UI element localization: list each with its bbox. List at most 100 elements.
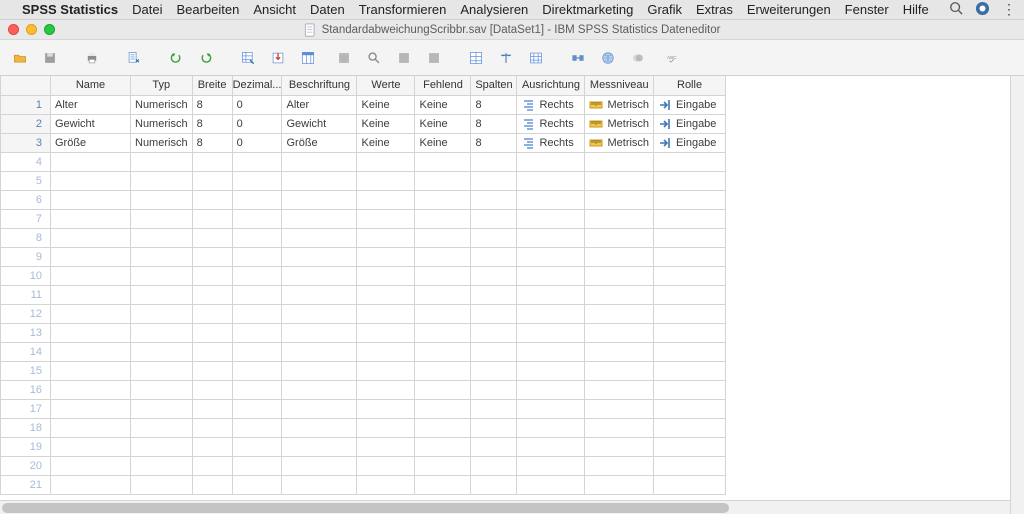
empty-cell[interactable] xyxy=(585,456,654,475)
value-labels-button[interactable] xyxy=(522,44,550,72)
empty-cell[interactable] xyxy=(357,266,415,285)
empty-cell[interactable] xyxy=(131,266,193,285)
empty-cell[interactable] xyxy=(51,456,131,475)
empty-cell[interactable] xyxy=(192,209,232,228)
empty-cell[interactable] xyxy=(654,209,726,228)
empty-cell[interactable] xyxy=(654,342,726,361)
cell-spalten[interactable]: 8 xyxy=(471,95,517,114)
cell-messniveau[interactable]: Metrisch xyxy=(585,114,654,133)
empty-cell[interactable] xyxy=(517,247,585,266)
cell-werte[interactable]: Keine xyxy=(357,114,415,133)
row-number[interactable]: 4 xyxy=(1,152,51,171)
zoom-window-button[interactable] xyxy=(44,24,55,35)
row-number[interactable]: 5 xyxy=(1,171,51,190)
empty-cell[interactable] xyxy=(232,399,282,418)
menu-extras[interactable]: Extras xyxy=(696,2,733,17)
empty-cell[interactable] xyxy=(415,304,471,323)
table-row[interactable]: 4 xyxy=(1,152,726,171)
col-beschriftung[interactable]: Beschriftung xyxy=(282,76,357,95)
empty-cell[interactable] xyxy=(131,209,193,228)
empty-cell[interactable] xyxy=(192,266,232,285)
empty-cell[interactable] xyxy=(282,475,357,494)
empty-cell[interactable] xyxy=(357,475,415,494)
empty-cell[interactable] xyxy=(232,418,282,437)
row-number[interactable]: 17 xyxy=(1,399,51,418)
table-row[interactable]: 5 xyxy=(1,171,726,190)
split-file-button[interactable] xyxy=(462,44,490,72)
vertical-scrollbar[interactable] xyxy=(1010,76,1024,514)
cell-rolle[interactable]: Eingabe xyxy=(654,133,726,152)
empty-cell[interactable] xyxy=(585,437,654,456)
menu-hilfe[interactable]: Hilfe xyxy=(903,2,929,17)
empty-cell[interactable] xyxy=(232,209,282,228)
row-number[interactable]: 7 xyxy=(1,209,51,228)
empty-cell[interactable] xyxy=(192,304,232,323)
menu-fenster[interactable]: Fenster xyxy=(845,2,889,17)
empty-cell[interactable] xyxy=(282,342,357,361)
empty-cell[interactable] xyxy=(517,399,585,418)
row-number[interactable]: 14 xyxy=(1,342,51,361)
empty-cell[interactable] xyxy=(585,475,654,494)
empty-cell[interactable] xyxy=(51,361,131,380)
menu-bearbeiten[interactable]: Bearbeiten xyxy=(176,2,239,17)
cell-werte[interactable]: Keine xyxy=(357,95,415,114)
empty-cell[interactable] xyxy=(192,190,232,209)
table-row[interactable]: 12 xyxy=(1,304,726,323)
cell-name[interactable]: Gewicht xyxy=(51,114,131,133)
menu-daten[interactable]: Daten xyxy=(310,2,345,17)
empty-cell[interactable] xyxy=(585,380,654,399)
empty-cell[interactable] xyxy=(192,456,232,475)
cell-dezimal[interactable]: 0 xyxy=(232,133,282,152)
empty-cell[interactable] xyxy=(51,399,131,418)
empty-cell[interactable] xyxy=(585,209,654,228)
empty-cell[interactable] xyxy=(357,342,415,361)
table-row[interactable]: 15 xyxy=(1,361,726,380)
empty-cell[interactable] xyxy=(654,228,726,247)
row-number[interactable]: 13 xyxy=(1,323,51,342)
empty-cell[interactable] xyxy=(471,361,517,380)
col-spalten[interactable]: Spalten xyxy=(471,76,517,95)
empty-cell[interactable] xyxy=(282,228,357,247)
empty-cell[interactable] xyxy=(131,285,193,304)
empty-cell[interactable] xyxy=(131,247,193,266)
empty-cell[interactable] xyxy=(654,437,726,456)
empty-cell[interactable] xyxy=(282,247,357,266)
cell-ausrichtung[interactable]: Rechts xyxy=(517,133,585,152)
spellcheck-button[interactable]: ABC xyxy=(660,44,688,72)
row-number[interactable]: 12 xyxy=(1,304,51,323)
insert-case-button[interactable] xyxy=(390,44,418,72)
empty-cell[interactable] xyxy=(517,475,585,494)
empty-cell[interactable] xyxy=(51,152,131,171)
col-dezimal[interactable]: Dezimal... xyxy=(232,76,282,95)
scrollbar-thumb[interactable] xyxy=(2,503,729,513)
empty-cell[interactable] xyxy=(471,209,517,228)
empty-cell[interactable] xyxy=(131,171,193,190)
empty-cell[interactable] xyxy=(654,190,726,209)
empty-cell[interactable] xyxy=(282,304,357,323)
empty-cell[interactable] xyxy=(415,437,471,456)
empty-cell[interactable] xyxy=(232,361,282,380)
empty-cell[interactable] xyxy=(51,342,131,361)
cell-breite[interactable]: 8 xyxy=(192,114,232,133)
table-row[interactable]: 6 xyxy=(1,190,726,209)
empty-cell[interactable] xyxy=(471,418,517,437)
redo-button[interactable] xyxy=(192,44,220,72)
cell-typ[interactable]: Numerisch xyxy=(131,114,193,133)
empty-cell[interactable] xyxy=(517,285,585,304)
empty-cell[interactable] xyxy=(654,380,726,399)
row-number[interactable]: 2 xyxy=(1,114,51,133)
cell-dezimal[interactable]: 0 xyxy=(232,114,282,133)
row-number[interactable]: 21 xyxy=(1,475,51,494)
app-name[interactable]: SPSS Statistics xyxy=(22,2,118,17)
table-row[interactable]: 8 xyxy=(1,228,726,247)
empty-cell[interactable] xyxy=(131,323,193,342)
empty-cell[interactable] xyxy=(517,361,585,380)
cell-name[interactable]: Größe xyxy=(51,133,131,152)
find-button[interactable] xyxy=(360,44,388,72)
empty-cell[interactable] xyxy=(471,437,517,456)
empty-cell[interactable] xyxy=(192,247,232,266)
empty-cell[interactable] xyxy=(282,190,357,209)
table-row[interactable]: 9 xyxy=(1,247,726,266)
cell-beschriftung[interactable]: Größe xyxy=(282,133,357,152)
cell-rolle[interactable]: Eingabe xyxy=(654,114,726,133)
